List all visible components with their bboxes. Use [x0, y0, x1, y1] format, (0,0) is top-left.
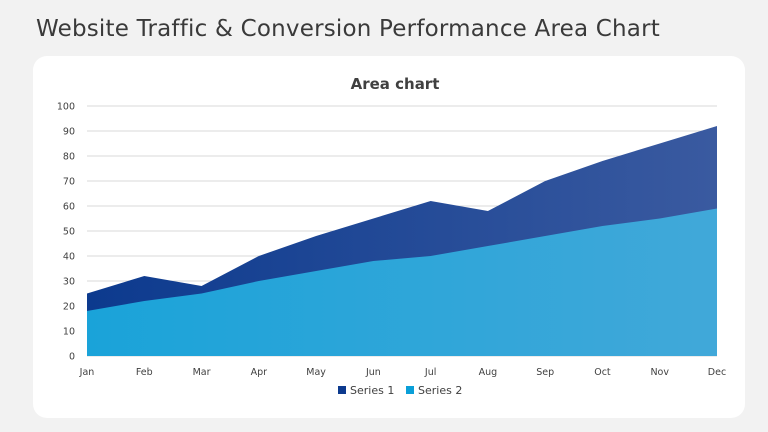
x-tick-label: Jun	[365, 367, 381, 378]
y-tick-label: 40	[63, 252, 75, 263]
y-tick-label: 0	[69, 352, 75, 363]
chart-title: Area chart	[351, 75, 440, 93]
x-tick-label: Nov	[650, 367, 669, 378]
y-tick-label: 10	[63, 327, 75, 338]
slide-title: Website Traffic & Conversion Performance…	[36, 16, 660, 42]
y-tick-label: 20	[63, 302, 75, 313]
legend-swatch-series-2	[406, 386, 414, 394]
x-tick-label: Jul	[424, 367, 436, 378]
y-tick-label: 80	[63, 152, 75, 163]
x-tick-label: Jan	[79, 367, 95, 378]
x-tick-label: Sep	[536, 367, 554, 378]
y-tick-label: 50	[63, 227, 75, 238]
y-tick-label: 30	[63, 277, 75, 288]
x-tick-label: Apr	[251, 367, 268, 378]
x-tick-label: Mar	[193, 367, 211, 378]
legend-label-series-1: Series 1	[350, 384, 394, 397]
area-series-2	[87, 208, 717, 356]
legend-swatch-series-1	[338, 386, 346, 394]
y-tick-label: 90	[63, 127, 75, 138]
x-axis-ticks: Jan Feb Mar Apr May Jun Jul Aug Sep Oct Nov Dec	[79, 367, 727, 378]
x-tick-label: Aug	[479, 367, 498, 378]
y-tick-label: 70	[63, 177, 75, 188]
chart-card: Area chart 0 10 20 30 40 50 60 70 80 90 100 Jan Feb…	[33, 56, 745, 418]
y-tick-label: 60	[63, 202, 75, 213]
legend-label-series-2: Series 2	[418, 384, 462, 397]
x-tick-label: Oct	[594, 367, 611, 378]
y-tick-label: 100	[57, 102, 75, 113]
x-tick-label: Dec	[708, 367, 726, 378]
series-areas	[87, 126, 717, 356]
y-axis-ticks: 0 10 20 30 40 50 60 70 80 90 100	[57, 102, 75, 363]
area-chart: Area chart 0 10 20 30 40 50 60 70 80 90 100 Jan Feb…	[57, 75, 727, 397]
x-tick-label: May	[306, 367, 326, 378]
x-tick-label: Feb	[136, 367, 153, 378]
legend: Series 1 Series 2	[338, 384, 462, 397]
